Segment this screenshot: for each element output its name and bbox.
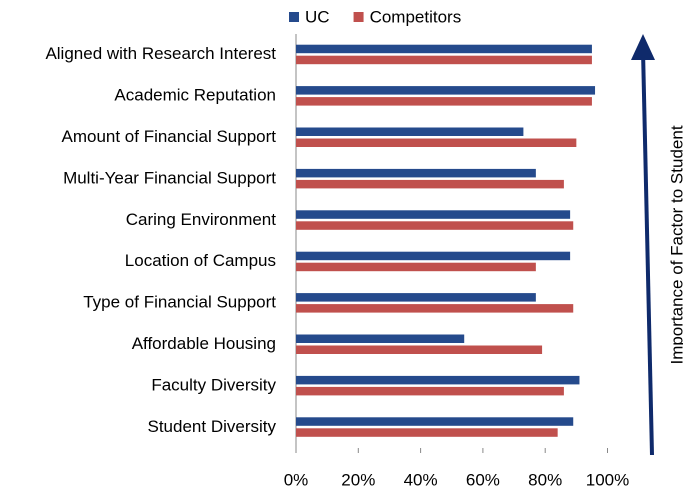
y-tick-label: Student Diversity <box>148 417 277 436</box>
bar <box>296 375 580 385</box>
legend-label: Competitors <box>370 7 462 26</box>
bar <box>296 262 536 272</box>
y-tick-label: Caring Environment <box>126 210 277 229</box>
y-tick-label: Multi-Year Financial Support <box>63 168 276 187</box>
bar <box>296 304 574 313</box>
x-tick-label: 40% <box>404 470 438 489</box>
bar <box>296 428 558 437</box>
bar <box>296 55 592 65</box>
bar <box>296 345 543 354</box>
bar <box>296 138 577 147</box>
arrow-head <box>631 34 655 60</box>
legend-swatch <box>289 12 299 22</box>
bar <box>296 44 592 54</box>
bar <box>296 86 596 95</box>
bar <box>296 251 571 261</box>
bar <box>296 221 574 230</box>
y-tick-label: Affordable Housing <box>132 334 276 353</box>
legend-label: UC <box>305 7 330 26</box>
bar <box>296 417 574 426</box>
arrow-shaft <box>641 49 654 456</box>
bar <box>296 210 571 219</box>
x-tick-label: 100% <box>586 470 629 489</box>
x-tick-label: 60% <box>466 470 500 489</box>
y-tick-label: Location of Campus <box>125 251 276 270</box>
y-tick-label: Academic Reputation <box>114 86 276 105</box>
legend-swatch <box>353 12 364 22</box>
x-tick-label: 20% <box>341 470 375 489</box>
annotation: Importance of Factor to Student <box>667 125 683 364</box>
y-tick-label: Aligned with Research Interest <box>45 44 276 63</box>
y-tick-label: Type of Financial Support <box>83 293 276 312</box>
bar <box>296 334 465 343</box>
bar <box>296 386 564 396</box>
bar <box>296 179 564 189</box>
y-tick-label: Amount of Financial Support <box>61 127 276 146</box>
bar <box>296 293 536 302</box>
x-tick-label: 80% <box>528 470 562 489</box>
bar <box>296 97 592 106</box>
x-tick-label: 0% <box>284 470 309 489</box>
y-tick-label: Faculty Diversity <box>151 375 276 394</box>
bar <box>296 127 524 136</box>
bar <box>296 168 536 178</box>
